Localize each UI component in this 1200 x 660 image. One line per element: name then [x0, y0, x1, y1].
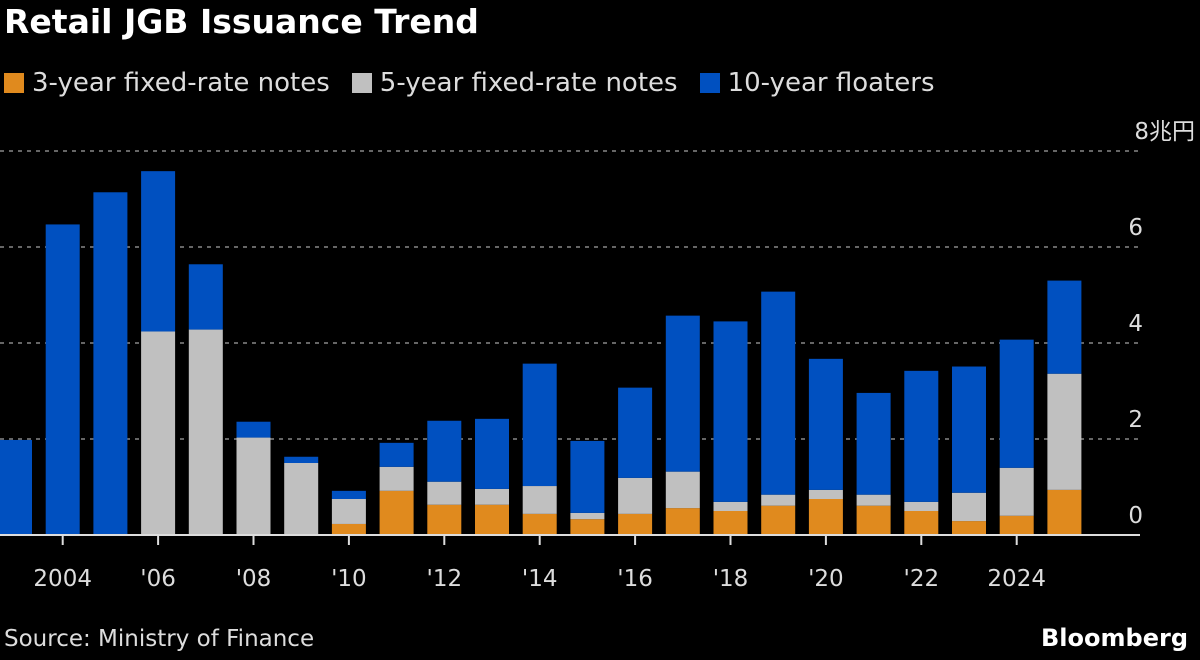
- bar-segment: [379, 442, 414, 467]
- legend-label: 5-year fixed-rate notes: [379, 68, 678, 98]
- bar-segment: [93, 192, 128, 535]
- bar-segment: [331, 523, 366, 535]
- legend: 3-year fixed-rate notes 5-year fixed-rat…: [4, 68, 934, 98]
- legend-label: 10-year floaters: [727, 68, 935, 98]
- x-tick-label: '12: [427, 566, 463, 592]
- bar-segment: [713, 501, 748, 511]
- bar-segment: [713, 321, 748, 502]
- bar-segment: [856, 505, 891, 535]
- bar-segment: [999, 339, 1034, 468]
- bar-segment: [856, 392, 891, 495]
- bar-segment: [284, 456, 319, 463]
- x-tick-label: '10: [331, 566, 367, 592]
- chart-title: Retail JGB Issuance Trend: [4, 2, 479, 41]
- bar-segment: [665, 508, 700, 535]
- bar-segment: [188, 329, 223, 535]
- bar-segment: [379, 466, 414, 491]
- bar-segment: [141, 331, 176, 535]
- y-tick-label: 0: [1128, 503, 1143, 529]
- x-tick-label: '22: [904, 566, 940, 592]
- legend-item-10-year: 10-year floaters: [699, 68, 935, 98]
- bar-segment: [713, 511, 748, 535]
- bar-segment: [45, 224, 80, 535]
- bar-segment: [475, 504, 509, 535]
- bar-segment: [570, 440, 605, 513]
- legend-item-5-year: 5-year fixed-rate notes: [351, 68, 678, 98]
- bar-segment: [570, 519, 605, 535]
- bar-segment: [331, 490, 366, 499]
- bar-segment: [665, 315, 700, 472]
- bar-segment: [618, 387, 653, 478]
- legend-swatch: [699, 73, 720, 93]
- bar-segment: [331, 499, 366, 524]
- legend-swatch: [4, 73, 24, 93]
- bar-segment: [761, 505, 796, 535]
- x-tick-label: 2024: [987, 566, 1046, 592]
- bar-segment: [761, 291, 796, 495]
- bar-segment: [427, 420, 462, 482]
- bar-segment: [999, 467, 1034, 516]
- bar-segment: [904, 370, 939, 502]
- bar-segment: [618, 477, 653, 514]
- bar-segment: [570, 512, 605, 520]
- bar-segment: [999, 515, 1034, 535]
- bar-segment: [522, 363, 557, 487]
- bar-segment: [188, 264, 223, 330]
- bar-segment: [904, 501, 939, 511]
- bar-segment: [1047, 489, 1082, 535]
- bar-segment: [141, 171, 176, 332]
- x-tick-label: '20: [808, 566, 844, 592]
- x-tick-label: '14: [522, 566, 558, 592]
- x-tick-label: '08: [236, 566, 272, 592]
- bar-segment: [427, 504, 462, 535]
- bloomberg-logo: Bloomberg: [1041, 624, 1188, 652]
- y-tick-label: 2: [1128, 407, 1143, 433]
- x-tick-label: '16: [617, 566, 653, 592]
- bar-segment: [236, 437, 271, 535]
- legend-item-3-year: 3-year fixed-rate notes: [4, 68, 330, 98]
- bar-segment: [522, 486, 557, 514]
- bar-segment: [0, 439, 32, 535]
- legend-label: 3-year fixed-rate notes: [32, 68, 330, 98]
- y-tick-label: 4: [1128, 311, 1143, 337]
- bar-segment: [808, 489, 843, 499]
- bar-segment: [952, 492, 986, 522]
- bar-segment: [475, 418, 509, 489]
- bar-segment: [618, 513, 653, 535]
- bar-segment: [808, 499, 843, 535]
- bar-segment: [1047, 280, 1082, 374]
- source-note: Source: Ministry of Finance: [4, 626, 315, 652]
- bar-segment: [952, 366, 986, 493]
- bar-segment: [522, 513, 557, 535]
- bar-segment: [284, 463, 319, 535]
- bar-segment: [236, 421, 271, 438]
- y-tick-label: 8兆円: [1134, 119, 1195, 145]
- y-tick-label: 6: [1128, 215, 1143, 241]
- x-tick-label: '18: [713, 566, 749, 592]
- bar-segment: [952, 521, 986, 535]
- legend-swatch: [351, 73, 372, 93]
- x-tick-label: '06: [140, 566, 176, 592]
- bar-segment: [761, 494, 796, 506]
- bar-segment: [665, 471, 700, 509]
- x-tick-label: 2004: [33, 566, 92, 592]
- bar-segment: [379, 490, 414, 535]
- bar-segment: [427, 481, 462, 505]
- bar-segment: [1047, 373, 1082, 490]
- bar-segment: [856, 494, 891, 506]
- bar-segment: [808, 358, 843, 490]
- bar-segment: [475, 488, 509, 505]
- bar-segment: [904, 511, 939, 535]
